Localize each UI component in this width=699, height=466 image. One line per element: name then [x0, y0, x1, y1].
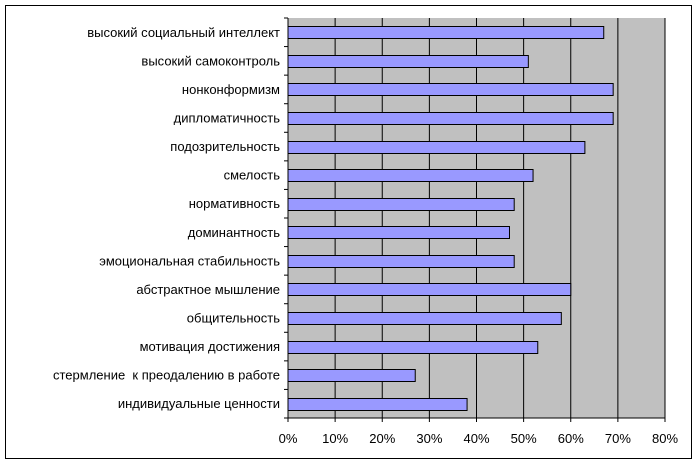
category-label-10: общительность: [187, 311, 280, 326]
category-label-3: дипломатичность: [174, 111, 281, 126]
bar-10: [287, 312, 562, 325]
bar-2: [287, 83, 614, 96]
category-label-9: абстрактное мышление: [136, 282, 280, 297]
category-label-6: нормативность: [189, 196, 281, 211]
category-label-1: высокий самоконтроль: [141, 53, 280, 68]
category-label-2: нонконформизм: [182, 82, 280, 97]
bar-3: [287, 112, 614, 125]
x-tick-label-20: 20%: [369, 431, 395, 446]
bar-6: [287, 198, 515, 211]
category-label-0: высокий социальный интеллект: [87, 25, 280, 40]
category-label-12: стермление к преодалению в работе: [53, 368, 280, 383]
category-labels: высокий социальный интеллект высокий само…: [53, 25, 280, 411]
bar-1: [287, 55, 529, 68]
x-tick-labels: 0% 10% 20% 30% 40% 50% 60% 70% 80%: [279, 431, 679, 446]
x-tick-label-40: 40%: [463, 431, 489, 446]
axes: [284, 17, 666, 422]
bar-8: [287, 255, 515, 268]
category-label-5: смелость: [224, 168, 281, 183]
x-tick-label-10: 10%: [322, 431, 348, 446]
bar-12: [287, 369, 416, 382]
x-tick-label-70: 70%: [605, 431, 631, 446]
bar-4: [287, 141, 586, 154]
x-tick-label-50: 50%: [511, 431, 537, 446]
bars: [287, 26, 614, 411]
bar-5: [287, 169, 534, 182]
category-label-7: доминантность: [188, 225, 280, 240]
bar-11: [287, 341, 539, 354]
x-tick-label-0: 0%: [279, 431, 298, 446]
bar-9: [287, 283, 572, 296]
bar-7: [287, 226, 510, 239]
bar-0: [287, 26, 605, 39]
chart-frame: высокий социальный интеллект высокий само…: [5, 5, 692, 459]
category-label-11: мотивация достижения: [140, 339, 280, 354]
category-label-8: эмоциональная стабильность: [99, 253, 280, 268]
category-label-13: индивидуальные ценности: [118, 396, 280, 411]
x-tick-label-30: 30%: [416, 431, 442, 446]
x-tick-label-60: 60%: [558, 431, 584, 446]
bar-chart: высокий социальный интеллект высокий само…: [53, 17, 679, 446]
bar-13: [287, 398, 468, 411]
category-label-4: подозрительность: [170, 139, 280, 154]
x-tick-label-80: 80%: [652, 431, 678, 446]
